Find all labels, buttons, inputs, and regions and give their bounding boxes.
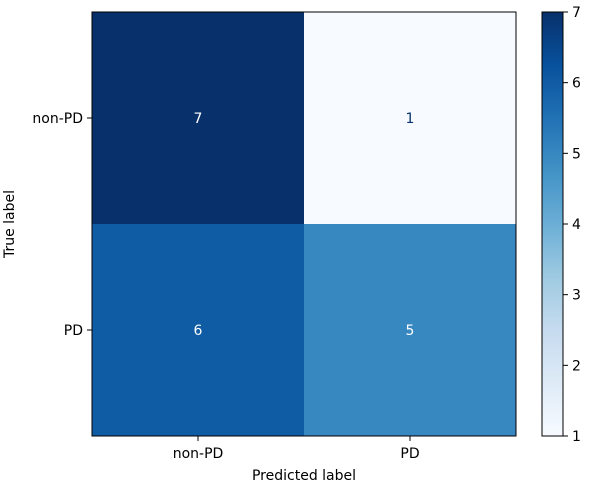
y-tick-label: PD	[64, 323, 83, 339]
heatmap-cell	[304, 12, 516, 224]
x-tick-label: non-PD	[173, 446, 224, 462]
colorbar-tick-label: 7	[572, 5, 581, 21]
colorbar-tick-label: 1	[572, 429, 581, 445]
heatmap-cell	[304, 224, 516, 436]
colorbar-tick-label: 6	[572, 76, 581, 92]
y-tick-label: non-PD	[32, 111, 83, 127]
plot-frame	[91, 11, 517, 437]
x-axis: non-PD PD	[173, 436, 420, 462]
cell-value-label: 5	[406, 323, 415, 339]
x-tick-label: PD	[400, 446, 419, 462]
heatmap-cell	[92, 12, 304, 224]
colorbar-tick-label: 3	[572, 288, 581, 304]
y-axis: non-PD PD	[32, 111, 92, 339]
colorbar-tick-label: 5	[572, 146, 581, 162]
heatmap-cells	[92, 12, 516, 436]
colorbar-axis: 1 2 3 4 5 6 7	[563, 5, 581, 445]
colorbar	[541, 11, 564, 437]
cell-value-label: 7	[194, 111, 203, 127]
x-axis-label: Predicted label	[252, 468, 356, 484]
heatmap-cell	[92, 224, 304, 436]
colorbar-tick-label: 2	[572, 358, 581, 374]
cell-value-label: 1	[406, 111, 415, 127]
colorbar-tick-label: 4	[572, 217, 581, 233]
y-axis-label: True label	[2, 190, 18, 259]
cell-value-labels: 7 1 6 5	[194, 111, 415, 339]
cell-value-label: 6	[194, 323, 203, 339]
